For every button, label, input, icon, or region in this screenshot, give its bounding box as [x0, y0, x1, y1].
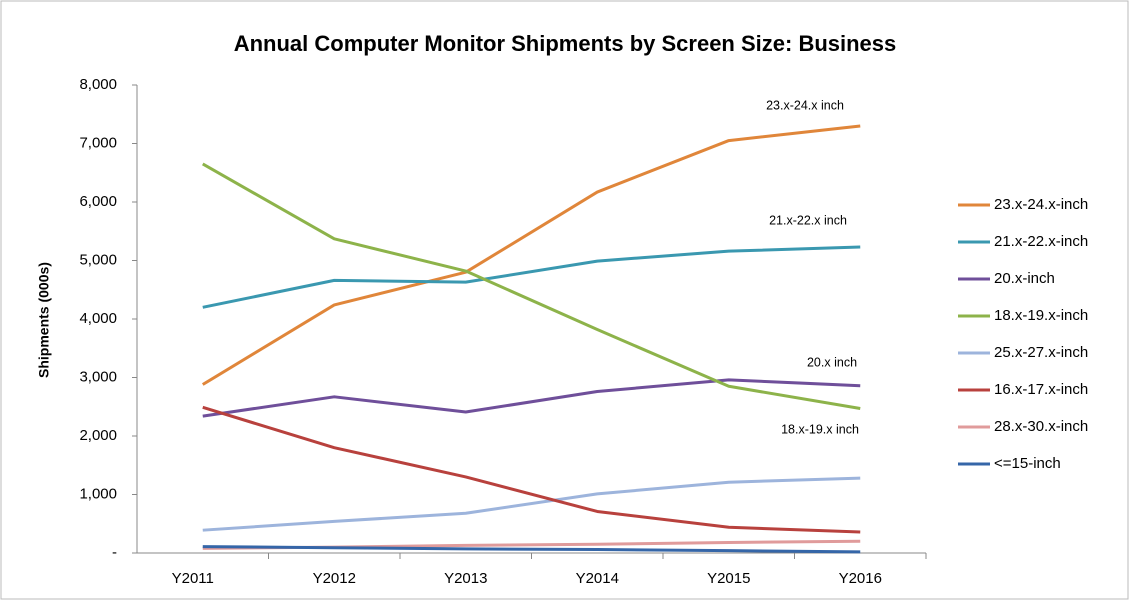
annotation: 23.x-24.x inch: [766, 98, 844, 112]
y-tick-label: 8,000: [79, 76, 117, 93]
y-tick-label: 2,000: [79, 427, 117, 444]
annotation: 18.x-19.x inch: [781, 422, 859, 436]
legend-label: <=15-inch: [994, 455, 1061, 472]
x-tick-label: Y2014: [576, 570, 619, 587]
y-tick-label: 3,000: [79, 368, 117, 385]
x-tick-label: Y2016: [839, 570, 882, 587]
chart-title: Annual Computer Monitor Shipments by Scr…: [234, 31, 897, 56]
y-tick-label: 7,000: [79, 134, 117, 151]
y-axis-label: Shipments (000s): [36, 262, 52, 378]
series-line: [202, 476, 861, 532]
x-tick-label: Y2011: [172, 570, 214, 587]
legend-label: 25.x-27.x-inch: [994, 344, 1088, 361]
legend-label: 21.x-22.x-inch: [994, 233, 1088, 250]
series-line: [202, 378, 861, 418]
y-tick-label: 4,000: [79, 310, 117, 327]
y-tick-label: 6,000: [79, 193, 117, 210]
x-tick-label: Y2012: [313, 570, 356, 587]
annotation: 20.x inch: [807, 355, 857, 369]
legend-label: 23.x-24.x-inch: [994, 196, 1088, 213]
annotation: 21.x-22.x inch: [769, 213, 847, 227]
series-line: [201, 124, 861, 386]
y-tick-label: -: [112, 544, 117, 561]
legend-label: 20.x-inch: [994, 270, 1055, 287]
legend-label: 28.x-30.x-inch: [994, 418, 1088, 435]
series-line: [202, 405, 861, 534]
x-tick-label: Y2015: [707, 570, 750, 587]
series-line: [202, 545, 861, 554]
series-line: [202, 245, 861, 309]
x-tick-label: Y2013: [444, 570, 487, 587]
legend-label: 16.x-17.x-inch: [994, 381, 1088, 398]
series-line: [202, 162, 861, 410]
y-tick-label: 5,000: [79, 251, 117, 268]
legend-label: 18.x-19.x-inch: [994, 307, 1088, 324]
y-tick-label: 1,000: [79, 485, 117, 502]
